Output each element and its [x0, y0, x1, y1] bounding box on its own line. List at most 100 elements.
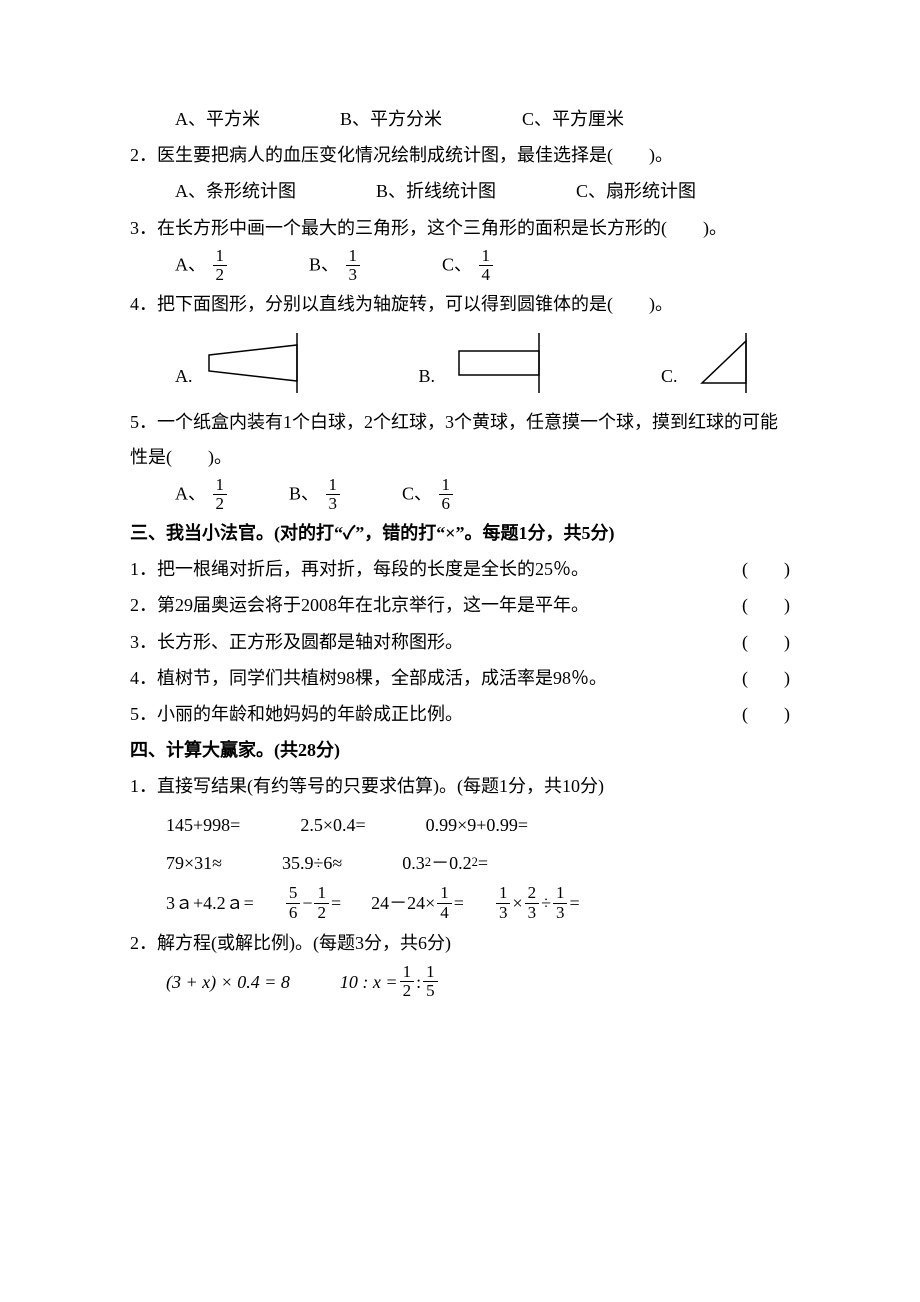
q3-b-prefix: B、	[309, 254, 339, 274]
calc-r1-b: 2.5×0.4=	[300, 808, 365, 842]
q5-a-frac: 1 2	[213, 476, 228, 514]
q5-stem: 5．一个纸盒内装有1个白球，2个红球，3个黄球，任意摸一个球，摸到红球的可能性是…	[130, 405, 790, 473]
eq2-n1: 1	[400, 963, 415, 983]
q5-a-num: 1	[213, 476, 228, 496]
q5-b-frac: 1 3	[326, 476, 341, 514]
q5-b-num: 1	[326, 476, 341, 496]
q3-a-frac: 1 2	[213, 247, 228, 285]
r3d-d2: 3	[525, 904, 540, 923]
q3-c-prefix: C、	[442, 254, 472, 274]
r3b-d2: 2	[314, 904, 329, 923]
eq2-pre: 10 : x =	[340, 965, 398, 999]
calc-r3-c-f: 1 4	[437, 884, 452, 922]
q5-c-den: 6	[439, 495, 454, 514]
calc-r3-b: 5 6 − 1 2 =	[284, 884, 341, 922]
q3-b-frac: 1 3	[346, 247, 361, 285]
r3c-n: 1	[437, 884, 452, 904]
r3d-f2: 2 3	[525, 884, 540, 922]
q2-stem: 2．医生要把病人的血压变化情况绘制成统计图，最佳选择是( )。	[130, 138, 790, 172]
r3c-pre: 24－24×	[371, 886, 435, 920]
r3d-op1: ×	[512, 886, 522, 920]
r3d-n3: 1	[553, 884, 568, 904]
calc-r2-c-pre: 0.3	[402, 846, 425, 880]
r3c-d: 4	[437, 904, 452, 923]
tf-blank-2: ( )	[742, 588, 790, 622]
r3d-eq: =	[569, 886, 579, 920]
eq2-d1: 2	[400, 982, 415, 1001]
q3-c-den: 4	[479, 266, 494, 285]
q5-opt-c: C、 1 6	[402, 476, 455, 514]
right-triangle-icon	[684, 333, 764, 393]
calc-r1-a: 145+998=	[166, 808, 240, 842]
q5-opt-a: A、 1 2	[175, 476, 229, 514]
q5-c-prefix: C、	[402, 483, 432, 503]
r3b-n2: 1	[314, 884, 329, 904]
q2-opt-b: B、折线统计图	[376, 174, 496, 208]
calc-r3-b-f2: 1 2	[314, 884, 329, 922]
q2-opt-c: C、扇形统计图	[576, 174, 696, 208]
eq2: 10 : x = 1 2 : 1 5	[340, 963, 440, 1001]
q3-a-den: 2	[213, 266, 228, 285]
tf-item-1: 1．把一根绳对折后，再对折，每段的长度是全长的25％。 ( )	[130, 552, 790, 586]
q3-a-prefix: A、	[175, 254, 206, 274]
r3b-op: −	[302, 886, 312, 920]
q3-a-num: 1	[213, 247, 228, 267]
r3d-n1: 1	[496, 884, 511, 904]
tf-item-3: 3．长方形、正方形及圆都是轴对称图形。( )	[130, 625, 790, 659]
eq2-n2: 1	[423, 963, 438, 983]
calc-r3-d: 1 3 × 2 3 ÷ 1 3 =	[494, 884, 580, 922]
eq2-f2: 1 5	[423, 963, 438, 1001]
r3b-n1: 5	[286, 884, 301, 904]
q3-b-num: 1	[346, 247, 361, 267]
r3d-op2: ÷	[541, 886, 551, 920]
calc-r3-a: 3ａ+4.2ａ=	[166, 886, 254, 920]
tf-text-5: 5．小丽的年龄和她妈妈的年龄成正比例。	[130, 697, 463, 731]
q2-options: A、条形统计图 B、折线统计图 C、扇形统计图	[130, 174, 790, 208]
q3-c-num: 1	[479, 247, 494, 267]
q1-options: A、平方米 B、平方分米 C、平方厘米	[130, 102, 790, 136]
q5-b-den: 3	[326, 495, 341, 514]
sec4-p2-stem: 2．解方程(或解比例)。(每题3分，共6分)	[130, 926, 790, 960]
q3-b-den: 3	[346, 266, 361, 285]
q3-opt-b: B、 1 3	[309, 247, 362, 285]
r3b-d1: 6	[286, 904, 301, 923]
tf-blank-1: ( )	[742, 552, 790, 586]
eq2-mid: :	[416, 965, 421, 999]
calc-row-2: 79×31≈ 35.9÷6≈ 0.32 －0.22 =	[130, 846, 790, 880]
calc-r3-b-f1: 5 6	[286, 884, 301, 922]
calc-r2-b: 35.9÷6≈	[282, 846, 342, 880]
q1-opt-b: B、平方分米	[340, 102, 442, 136]
calc-r1-c: 0.99×9+0.99=	[426, 808, 528, 842]
calc-r2-c: 0.32 －0.22 =	[402, 846, 488, 880]
sec3-items: 1．把一根绳对折后，再对折，每段的长度是全长的25％。( )2．第29届奥运会将…	[130, 552, 790, 731]
q5-a-den: 2	[213, 495, 228, 514]
q4-label-b: B.	[419, 359, 436, 393]
eq2-f1: 1 2	[400, 963, 415, 1001]
q4-fig-b: B.	[419, 333, 552, 393]
eq2-d2: 5	[423, 982, 438, 1001]
q3-opt-a: A、 1 2	[175, 247, 229, 285]
q5-opt-b: B、 1 3	[289, 476, 342, 514]
calc-row-3: 3ａ+4.2ａ= 5 6 − 1 2 = 24－24× 1 4 = 1 3 × …	[130, 884, 790, 922]
tf-text-2: 2．第29届奥运会将于2008年在北京举行，这一年是平年。	[130, 588, 589, 622]
q3-c-frac: 1 4	[479, 247, 494, 285]
r3b-eq: =	[331, 886, 341, 920]
q3-stem: 3．在长方形中画一个最大的三角形，这个三角形的面积是长方形的( )。	[130, 211, 790, 245]
q4-fig-a: A.	[175, 333, 309, 393]
tf-text-3: 3．长方形、正方形及圆都是轴对称图形。	[130, 625, 463, 659]
sec4-p1-stem: 1．直接写结果(有约等号的只要求估算)。(每题1分，共10分)	[130, 769, 790, 803]
tf-item-2: 2．第29届奥运会将于2008年在北京举行，这一年是平年。 ( )	[130, 588, 790, 622]
tf-text-1: 1．把一根绳对折后，再对折，每段的长度是全长的25％。	[130, 552, 589, 586]
q1-opt-a: A、平方米	[175, 102, 260, 136]
q5-options: A、 1 2 B、 1 3 C、 1 6	[130, 476, 790, 514]
q2-opt-a: A、条形统计图	[175, 174, 296, 208]
tf-text-4: 4．植树节，同学们共植树98棵，全部成活，成活率是98％。	[130, 661, 607, 695]
r3c-eq: =	[454, 886, 464, 920]
q4-label-c: C.	[661, 359, 678, 393]
q5-c-frac: 1 6	[439, 476, 454, 514]
q5-b-prefix: B、	[289, 483, 319, 503]
eq1: (3 + x) × 0.4 = 8	[166, 965, 290, 999]
tf-blank-5: ( )	[742, 697, 790, 731]
q4-fig-c: C.	[661, 333, 764, 393]
q5-a-prefix: A、	[175, 483, 206, 503]
